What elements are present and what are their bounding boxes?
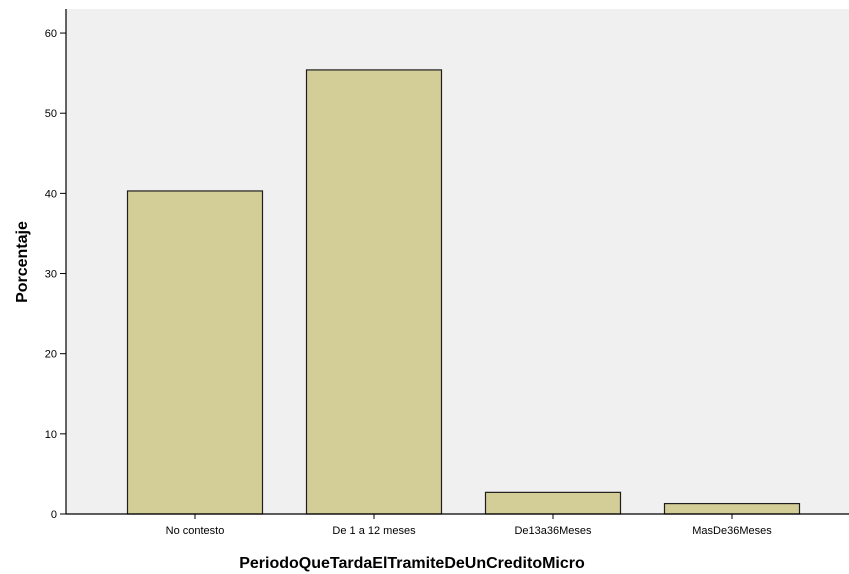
bar-de13a36meses xyxy=(484,491,622,515)
y-axis-ticks: 0 10 20 30 40 50 60 xyxy=(45,28,66,521)
x-category-label: De 1 a 12 meses xyxy=(332,525,416,537)
y-axis-label: Porcentaje xyxy=(14,221,31,303)
y-tick-label: 60 xyxy=(45,28,57,40)
bar-de-1-a-12-meses xyxy=(305,69,443,515)
x-axis-categories: No contesto De 1 a 12 meses De13a36Meses Ma… xyxy=(166,514,772,537)
x-category-label: De13a36Meses xyxy=(514,525,592,537)
y-tick-label: 30 xyxy=(45,269,57,281)
x-category-label: MasDe36Meses xyxy=(692,525,772,537)
y-tick-label: 40 xyxy=(45,188,57,200)
bar-no-contesto xyxy=(126,190,264,515)
y-tick-label: 20 xyxy=(45,349,57,361)
bars-group xyxy=(126,69,801,515)
bar-masde36meses xyxy=(663,502,801,515)
y-tick-label: 0 xyxy=(51,509,57,521)
x-axis-label: PeriodoQueTardaElTramiteDeUnCreditoMicro xyxy=(239,555,585,572)
y-tick-label: 50 xyxy=(45,108,57,120)
y-tick-label: 10 xyxy=(45,429,57,441)
x-category-label: No contesto xyxy=(166,525,225,537)
